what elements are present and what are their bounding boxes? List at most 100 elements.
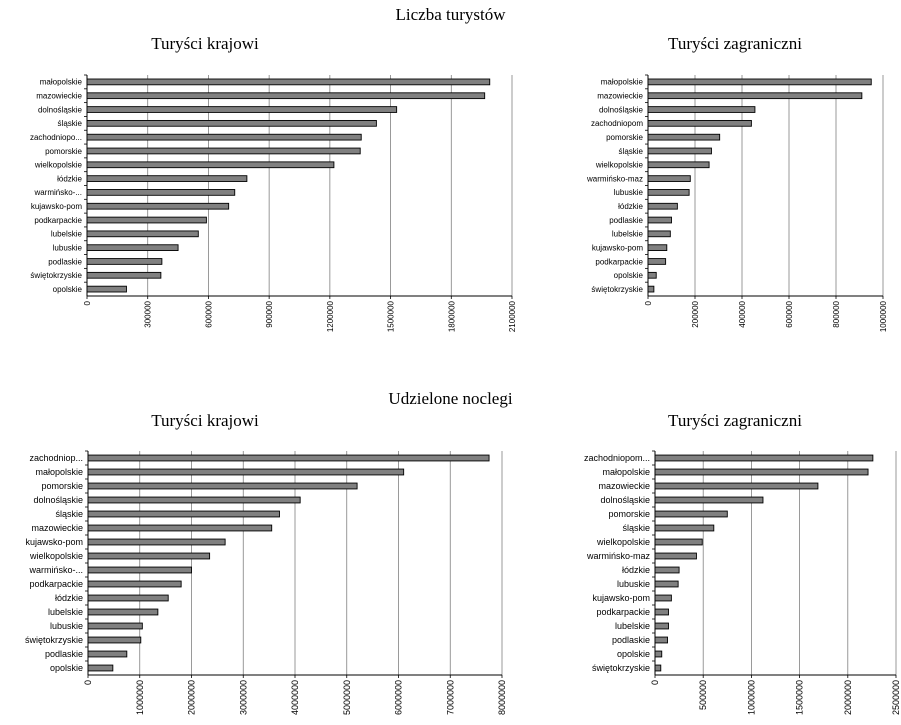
bar bbox=[86, 175, 248, 182]
category-label: śląskie bbox=[619, 147, 644, 156]
bar bbox=[647, 119, 752, 127]
section-title-tourists: Liczba turystów bbox=[395, 5, 506, 24]
bar bbox=[86, 147, 361, 155]
bar bbox=[86, 189, 236, 196]
x-tick-label: 900000 bbox=[265, 300, 274, 327]
category-label: mazowieckie bbox=[598, 481, 650, 491]
bar bbox=[654, 580, 679, 588]
x-tick-label: 1000000 bbox=[746, 680, 756, 715]
chart-title-tourists-domestic: Turyści krajowi bbox=[151, 34, 259, 53]
x-tick-label: 0 bbox=[83, 680, 93, 685]
category-label: łódzkie bbox=[57, 174, 82, 183]
x-tick-label: 0 bbox=[83, 300, 92, 305]
category-label: warmińsko-... bbox=[33, 188, 82, 197]
x-tick-label: 600000 bbox=[785, 300, 794, 327]
category-label: kujawsko-pom bbox=[592, 593, 650, 603]
bar bbox=[647, 147, 712, 155]
category-label: podlaskie bbox=[609, 216, 643, 225]
x-tick-label: 200000 bbox=[691, 300, 700, 327]
x-tick-label: 8000000 bbox=[497, 680, 507, 715]
bar bbox=[87, 496, 301, 504]
bar bbox=[654, 538, 703, 546]
x-tick-label: 0 bbox=[644, 300, 653, 305]
category-label: podlaskie bbox=[612, 635, 650, 645]
category-label: kujawsko-pom bbox=[592, 243, 643, 252]
category-label: podkarpackie bbox=[595, 257, 643, 266]
x-tick-label: 300000 bbox=[144, 300, 153, 327]
chart-title-tourists-foreign: Turyści zagraniczni bbox=[668, 34, 802, 53]
bar bbox=[654, 650, 663, 658]
bar bbox=[654, 454, 874, 462]
bar bbox=[86, 258, 163, 265]
x-tick-label: 1000000 bbox=[135, 680, 145, 715]
bar bbox=[647, 271, 657, 279]
x-tick-label: 4000000 bbox=[290, 680, 300, 715]
bar bbox=[654, 622, 669, 630]
x-tick-label: 2100000 bbox=[508, 300, 517, 332]
category-label: dolnośląskie bbox=[599, 105, 644, 114]
bar bbox=[87, 594, 169, 602]
category-label: mazowieckie bbox=[31, 523, 83, 533]
category-label: opolskie bbox=[614, 271, 644, 280]
chart-title-nights-foreign: Turyści zagraniczni bbox=[668, 411, 802, 430]
bar bbox=[86, 106, 398, 113]
category-label: małopolskie bbox=[601, 78, 644, 87]
bar bbox=[87, 538, 226, 546]
chart-nights-foreign: 0 500000 1000000 1500000 2000000 2500000 zacho… bbox=[584, 450, 901, 715]
category-label: kujawsko-pom bbox=[31, 202, 82, 211]
bar bbox=[647, 230, 671, 238]
bar bbox=[87, 664, 114, 672]
bar bbox=[654, 664, 662, 672]
x-tick-label: 400000 bbox=[738, 300, 747, 327]
category-label: dolnośląskie bbox=[38, 105, 83, 114]
bar bbox=[654, 468, 869, 476]
x-tick-label: 0 bbox=[650, 680, 660, 685]
category-label: mazowieckie bbox=[36, 92, 82, 101]
x-tick-label: 3000000 bbox=[238, 680, 248, 715]
bar bbox=[86, 244, 179, 252]
bar bbox=[654, 594, 672, 602]
x-tick-label: 2500000 bbox=[891, 680, 901, 715]
bar bbox=[647, 175, 691, 182]
chart-nights-domestic: 0 1000000 2000000 3000000 4000000 5000000 6000… bbox=[25, 450, 507, 715]
bar bbox=[87, 580, 182, 588]
bar bbox=[654, 510, 728, 518]
bar bbox=[86, 119, 377, 127]
chart-tourists-foreign: 0 200000 400000 600000 800000 1000000 małopols… bbox=[586, 74, 888, 332]
category-label: warmińsko-maz bbox=[586, 174, 643, 183]
category-label: kujawsko-pom bbox=[25, 537, 83, 547]
category-label: dolnośląskie bbox=[33, 495, 83, 505]
bar bbox=[87, 622, 143, 630]
category-label: lubelskie bbox=[48, 607, 83, 617]
bar bbox=[654, 482, 819, 490]
bar bbox=[647, 189, 690, 196]
x-tick-label: 1800000 bbox=[447, 300, 456, 332]
category-label: lubuskie bbox=[614, 188, 644, 197]
category-label: lubelskie bbox=[51, 230, 83, 239]
bar bbox=[86, 285, 127, 293]
bar bbox=[647, 285, 655, 293]
bar bbox=[87, 566, 192, 574]
bar bbox=[654, 524, 715, 532]
category-label: opolskie bbox=[50, 663, 83, 673]
bar bbox=[86, 161, 335, 169]
bar bbox=[647, 258, 667, 265]
bar bbox=[87, 524, 273, 532]
category-label: śląskie bbox=[55, 509, 83, 519]
chart-title-nights-domestic: Turyści krajowi bbox=[151, 411, 259, 430]
bar bbox=[647, 92, 863, 100]
bar bbox=[86, 216, 207, 224]
bar bbox=[87, 650, 128, 658]
bar bbox=[87, 636, 142, 644]
category-label: zachodniopo... bbox=[30, 133, 82, 142]
bar bbox=[87, 454, 490, 462]
bar bbox=[87, 552, 211, 560]
category-label: opolskie bbox=[53, 285, 83, 294]
category-label: małopolskie bbox=[602, 467, 650, 477]
x-tick-label: 2000000 bbox=[843, 680, 853, 715]
category-label: warmińsko-maz bbox=[586, 551, 651, 561]
category-label: podkarpackie bbox=[34, 216, 82, 225]
category-label: lubelskie bbox=[612, 230, 644, 239]
category-label: pomorskie bbox=[608, 509, 650, 519]
